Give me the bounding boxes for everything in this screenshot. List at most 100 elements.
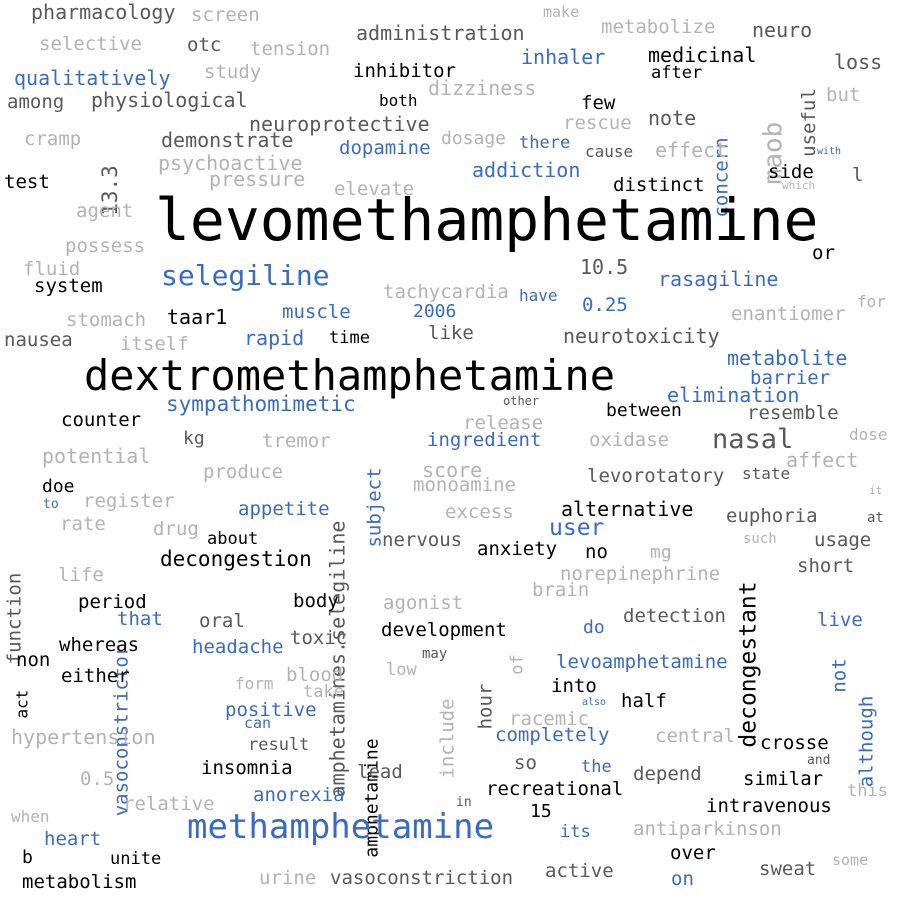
word-produce: produce xyxy=(203,461,284,483)
word-elimination: elimination xyxy=(667,383,800,407)
word-neuroprotective: neuroprotective xyxy=(249,112,430,136)
word-norepinephrine: norepinephrine xyxy=(560,563,721,585)
word-non: non xyxy=(16,649,51,671)
word-nausea: nausea xyxy=(4,329,73,351)
word-but: but xyxy=(826,84,861,106)
word-insomnia: insomnia xyxy=(201,757,293,779)
word-inhaler: inhaler xyxy=(521,45,606,69)
word-levoamphetamine: levoamphetamine xyxy=(556,651,728,673)
word-result: result xyxy=(248,735,310,755)
word-include: include xyxy=(436,697,459,779)
word-alternative: alternative xyxy=(561,497,694,521)
word-active: active xyxy=(545,860,614,882)
word-either: either xyxy=(61,665,130,687)
word-excess: excess xyxy=(445,501,514,523)
word-this: this xyxy=(847,781,888,801)
word-other: other xyxy=(503,394,540,408)
word-urine: urine xyxy=(259,867,317,889)
word-neurotoxicity: neurotoxicity xyxy=(563,324,720,348)
word-can: can xyxy=(244,714,272,732)
word-side: side xyxy=(768,161,814,183)
word-relative: relative xyxy=(123,793,215,815)
word-period: period xyxy=(78,591,147,613)
word-sweat: sweat xyxy=(759,858,817,880)
word-state: state xyxy=(742,464,791,483)
word-hypertension: hypertension xyxy=(11,725,156,749)
word-metabolite: metabolite xyxy=(727,346,848,370)
word-to: to xyxy=(43,497,59,512)
word-in: in xyxy=(456,795,472,810)
word-for: for xyxy=(857,292,886,311)
word-body: body xyxy=(293,590,339,612)
word-elevate: elevate xyxy=(334,178,415,200)
word-rapid: rapid xyxy=(244,326,305,350)
word-at: at xyxy=(867,510,884,526)
word-usage: usage xyxy=(814,529,872,551)
word-pressure: pressure xyxy=(209,167,306,191)
word-psychoactive: psychoactive xyxy=(158,151,303,175)
word-completely: completely xyxy=(495,724,610,746)
word-nasal: nasal xyxy=(712,424,794,455)
word-physiological: physiological xyxy=(91,88,248,112)
word-few: few xyxy=(581,92,616,114)
word-blood: blood xyxy=(286,664,344,686)
word-drug: drug xyxy=(153,518,199,540)
word-not: not xyxy=(828,657,851,693)
word-dopamine: dopamine xyxy=(339,137,431,159)
word-into: into xyxy=(551,675,597,697)
word-doe: doe xyxy=(42,476,75,497)
word-otc: otc xyxy=(187,34,222,56)
word-over: over xyxy=(670,842,716,864)
word-heart: heart xyxy=(44,828,102,850)
word-agonist: agonist xyxy=(383,592,464,614)
word-the: the xyxy=(581,757,612,777)
word-0-5: 0.5 xyxy=(80,768,115,790)
word-development: development xyxy=(381,619,507,641)
word-qualitatively: qualitatively xyxy=(14,66,171,90)
word-euphoria: euphoria xyxy=(726,505,818,527)
word-distinct: distinct xyxy=(613,174,705,196)
word-monoamine: monoamine xyxy=(413,474,516,496)
word-metabolism: metabolism xyxy=(22,871,137,893)
word-potential: potential xyxy=(42,444,151,468)
word-mg: mg xyxy=(650,542,672,563)
word-2006: 2006 xyxy=(413,301,457,322)
word-headache: headache xyxy=(192,636,284,658)
word-rescue: rescue xyxy=(563,112,632,134)
word-its: its xyxy=(560,822,591,842)
word-that: that xyxy=(117,608,163,630)
word-possess: possess xyxy=(65,235,146,257)
word-oral: oral xyxy=(199,610,245,632)
word-on: on xyxy=(671,868,694,890)
word-of: of xyxy=(507,653,528,675)
word-dextromethamphetamine: dextromethamphetamine xyxy=(84,351,616,400)
word-note: note xyxy=(648,106,697,130)
word-15: 15 xyxy=(530,801,552,822)
word-so: so xyxy=(514,752,537,774)
word-make: make xyxy=(543,3,580,21)
word-intravenous: intravenous xyxy=(706,795,832,817)
word-10-5: 10.5 xyxy=(580,255,629,279)
word-anorexia: anorexia xyxy=(253,784,345,806)
word-no: no xyxy=(585,541,608,563)
word-b: b xyxy=(22,847,33,868)
word-effect: effect xyxy=(655,138,728,162)
word-cause: cause xyxy=(585,142,634,161)
word-counter: counter xyxy=(61,409,142,431)
word-screen: screen xyxy=(191,4,260,26)
word-it: it xyxy=(869,484,883,497)
word-positive: positive xyxy=(225,699,317,721)
word-levomethamphetamine: levomethamphetamine xyxy=(155,186,819,254)
word-test: test xyxy=(4,171,50,193)
word-affect: affect xyxy=(786,448,859,472)
word-kg: kg xyxy=(183,428,205,449)
word-fluid: fluid xyxy=(23,258,81,280)
word-both: both xyxy=(379,91,418,110)
word-such: such xyxy=(743,531,777,547)
word-system: system xyxy=(34,275,103,297)
word-metabolize: metabolize xyxy=(601,16,716,38)
word-nervous: nervous xyxy=(382,529,463,551)
word-amphetamines-selegiline: amphetamines.selegiline xyxy=(324,520,349,797)
word-decongestion: decongestion xyxy=(160,547,312,571)
word-rate: rate xyxy=(60,513,106,535)
